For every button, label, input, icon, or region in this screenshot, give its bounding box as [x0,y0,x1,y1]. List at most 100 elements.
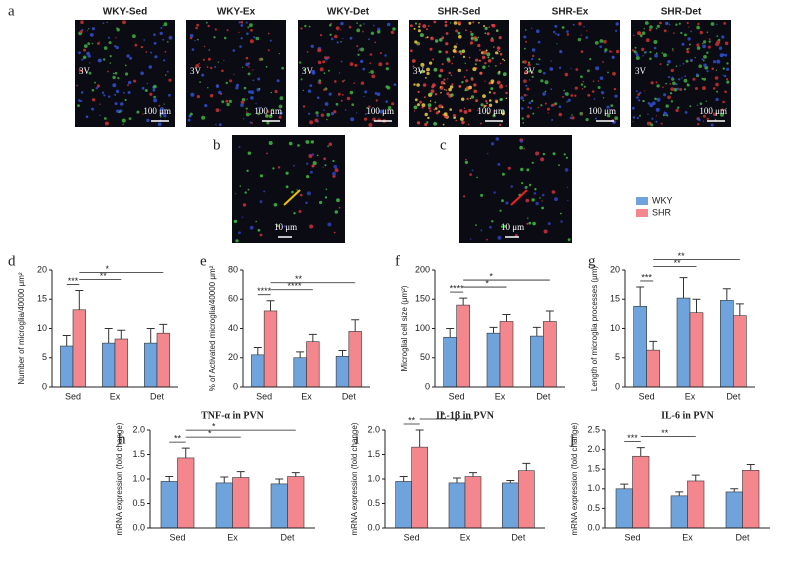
cell [318,81,322,85]
cell [505,97,508,100]
cell [202,58,205,61]
cell [551,119,554,121]
cell [249,39,254,44]
cell [644,51,647,54]
cell [356,28,361,33]
cell [195,64,200,68]
cell [239,45,242,48]
cell [499,123,502,126]
cell [485,104,488,107]
cell [708,40,711,43]
cell [485,100,488,103]
cell [168,78,172,82]
y-tick-label: 1.0 [367,473,380,483]
scale-label: 100 μm [254,106,282,116]
cell [335,102,339,106]
cell [675,83,678,86]
cell [607,71,609,74]
significance-label: ** [174,434,182,444]
significance-label: ** [678,251,686,261]
cell [546,107,550,111]
cell [432,83,436,87]
cell [438,50,442,54]
cell [673,87,678,92]
significance-label: ** [295,274,303,284]
cell [670,87,675,91]
cell [265,114,269,118]
cell [150,51,153,54]
cell [703,40,707,44]
cell [168,93,171,97]
cell [599,45,602,48]
chart-title: TNF-α in PVN [201,410,265,421]
cell [159,115,162,118]
cell [528,70,531,73]
cell [362,30,364,33]
cell [589,58,592,61]
cell [434,93,438,96]
cell [671,76,674,79]
cell [501,112,505,116]
cell [376,30,381,34]
panel-letter: g [588,253,596,269]
cell [423,96,426,99]
cell [672,81,676,86]
cell [417,90,420,94]
y-tick-label: 10 [610,323,620,333]
cell [528,183,532,187]
bar [646,349,660,388]
cell [422,83,427,87]
cell [558,164,560,167]
cell [89,62,91,64]
cell [702,86,706,91]
cell [310,140,314,144]
cell [322,60,326,64]
x-tick-label: Sed [65,391,81,401]
cell [701,77,704,80]
cell [326,118,328,121]
cell [387,106,392,110]
cell [722,74,724,76]
cell [328,92,332,96]
cell [656,97,661,102]
y-tick-label: 0.0 [132,522,145,532]
cell [158,104,161,107]
cell [484,80,486,82]
cell [446,57,451,62]
cell [278,115,282,119]
cell [685,59,689,63]
cell [611,51,613,53]
cell [233,219,238,224]
bar [720,300,734,388]
cell [477,109,479,111]
cell [715,69,718,71]
cell [484,62,487,65]
cell [649,51,652,54]
cell [722,67,725,70]
cell [102,22,105,24]
cell [519,145,523,150]
x-tick-label: Det [280,532,295,542]
cell [529,107,533,110]
cell [438,74,442,78]
cell [526,168,530,172]
cell [206,66,209,68]
cell [457,31,461,35]
cell [323,157,327,161]
cell [690,58,693,62]
cell [311,69,316,74]
cell [679,88,683,91]
cell [574,86,578,90]
cell [233,73,235,75]
bar [676,297,691,388]
cell [416,103,420,107]
cell [524,47,526,50]
cell [117,77,120,80]
cell [336,41,339,44]
cell [279,111,283,116]
cell [223,36,227,40]
cell [449,108,453,111]
cell [524,71,528,75]
cell [690,30,692,33]
cell [464,160,468,164]
